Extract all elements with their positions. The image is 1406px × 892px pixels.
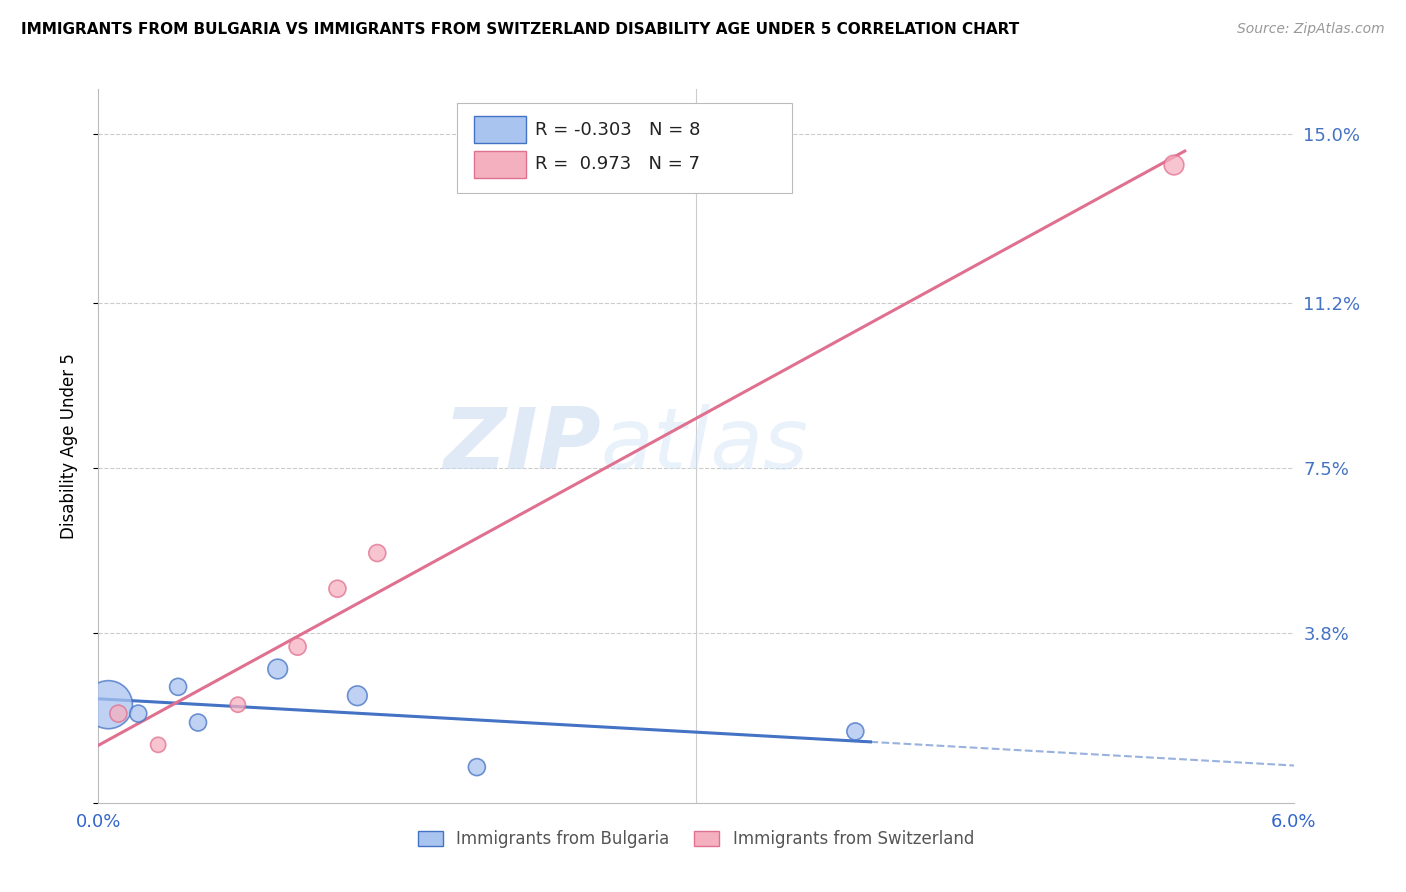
Text: ZIP: ZIP [443, 404, 600, 488]
Y-axis label: Disability Age Under 5: Disability Age Under 5 [59, 353, 77, 539]
Point [97, 698, 120, 712]
Text: IMMIGRANTS FROM BULGARIA VS IMMIGRANTS FROM SWITZERLAND DISABILITY AGE UNDER 5 C: IMMIGRANTS FROM BULGARIA VS IMMIGRANTS F… [21, 22, 1019, 37]
FancyBboxPatch shape [474, 116, 526, 144]
Point [167, 680, 190, 694]
FancyBboxPatch shape [457, 103, 792, 193]
Text: R =  0.973   N = 7: R = 0.973 N = 7 [534, 155, 700, 173]
Point [267, 662, 290, 676]
Legend: Immigrants from Bulgaria, Immigrants from Switzerland: Immigrants from Bulgaria, Immigrants fro… [411, 824, 981, 855]
Point [226, 698, 249, 712]
Point [326, 582, 349, 596]
Point [107, 706, 129, 721]
Point [346, 689, 368, 703]
Point [148, 738, 170, 752]
Text: atlas: atlas [600, 404, 808, 488]
Point [366, 546, 388, 560]
Point [187, 715, 209, 730]
Point [1163, 158, 1185, 172]
Point [287, 640, 309, 654]
Point [465, 760, 488, 774]
Point [844, 724, 866, 739]
Point [127, 706, 149, 721]
Text: Source: ZipAtlas.com: Source: ZipAtlas.com [1237, 22, 1385, 37]
FancyBboxPatch shape [474, 151, 526, 178]
Text: R = -0.303   N = 8: R = -0.303 N = 8 [534, 121, 700, 139]
